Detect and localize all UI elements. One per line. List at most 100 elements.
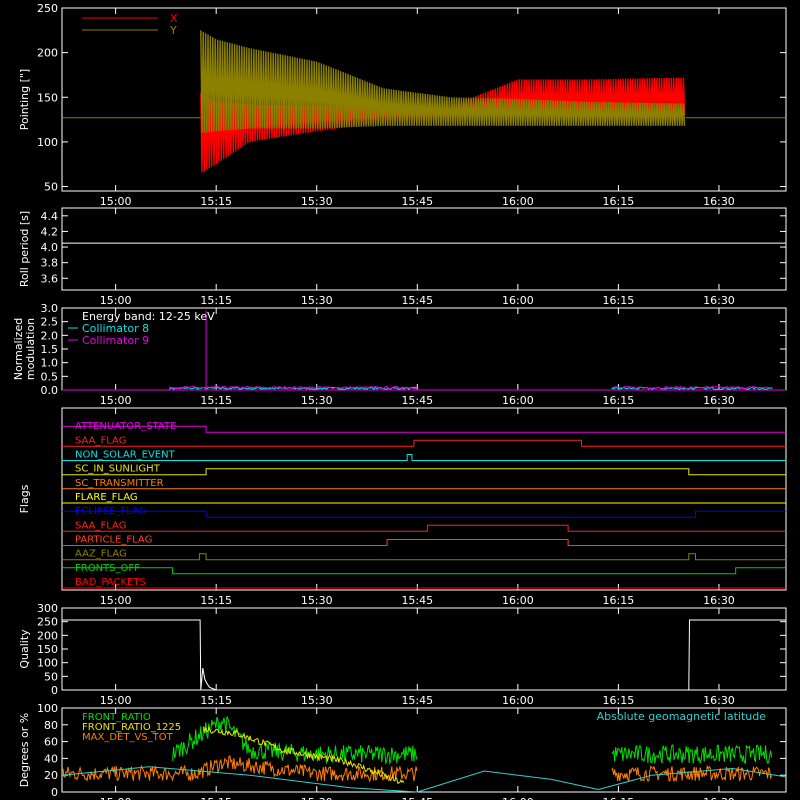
legend-label-front-ratio-1225: FRONT_RATIO_1225 bbox=[82, 722, 181, 733]
legend-label-x: X bbox=[170, 12, 178, 25]
x-tick-label-5-1: 15:15 bbox=[200, 796, 232, 800]
y-tick-label-1-4: 4.4 bbox=[41, 210, 59, 223]
x-tick-label-5-4: 16:00 bbox=[502, 796, 534, 800]
x-tick-label-4-3: 15:45 bbox=[401, 694, 433, 707]
panel-frame-1 bbox=[61, 207, 787, 291]
panel-frame-0 bbox=[61, 7, 787, 192]
series-collimator-9-segment-0 bbox=[168, 385, 418, 390]
y-tick-label-0-4: 250 bbox=[37, 2, 58, 15]
legend-label-max-det-vs-tot: MAX_DET_VS_TOT bbox=[82, 732, 174, 743]
x-tick-label-2-0: 15:00 bbox=[100, 394, 132, 407]
y-axis-title-1: Roll period [s] bbox=[18, 211, 31, 287]
legend-label-front-ratio: FRONT_RATIO bbox=[82, 712, 151, 723]
series-y-line bbox=[200, 30, 686, 133]
series-max-det-vs-tot-0 bbox=[61, 754, 418, 783]
y-tick-label-0-1: 100 bbox=[37, 136, 58, 149]
y-tick-label-2-4: 2.0 bbox=[41, 329, 59, 342]
flag-label-eclipse-flag-6: ECLIPSE_FLAG bbox=[75, 506, 146, 517]
y-tick-label-0-3: 200 bbox=[37, 47, 58, 60]
legend-label-collimator-8: Collimator 8 bbox=[82, 322, 149, 335]
y-tick-label-1-0: 3.6 bbox=[41, 272, 59, 285]
x-tick-label-3-2: 15:30 bbox=[301, 594, 333, 607]
modulation-annotation: Energy band: 12-25 keV bbox=[82, 310, 215, 323]
y-tick-label-2-1: 0.5 bbox=[41, 370, 59, 383]
y-axis-title-4: Quality bbox=[18, 629, 31, 669]
flag-line-eclipse-flag-6 bbox=[62, 510, 786, 518]
x-tick-label-2-5: 16:15 bbox=[603, 394, 635, 407]
x-tick-label-4-4: 16:00 bbox=[502, 694, 534, 707]
y-tick-label-2-2: 1.0 bbox=[41, 357, 59, 370]
x-tick-label-3-1: 15:15 bbox=[200, 594, 232, 607]
series-max-det-vs-tot-1 bbox=[611, 764, 773, 783]
y-tick-label-4-2: 100 bbox=[37, 657, 58, 670]
x-tick-label-0-6: 16:30 bbox=[703, 195, 735, 208]
x-tick-label-3-3: 15:45 bbox=[401, 594, 433, 607]
x-tick-label-1-5: 16:15 bbox=[603, 294, 635, 307]
quality-line bbox=[62, 619, 786, 691]
flag-label-non-solar-event-2: NON_SOLAR_EVENT bbox=[75, 450, 176, 461]
series-geomagnetic-latitude bbox=[61, 766, 787, 793]
x-tick-label-5-3: 15:45 bbox=[401, 796, 433, 800]
x-tick-label-1-2: 15:30 bbox=[301, 294, 333, 307]
y-axis-title-3: Flags bbox=[18, 484, 31, 513]
series-front-ratio-0 bbox=[172, 716, 418, 766]
y-tick-label-4-5: 250 bbox=[37, 616, 58, 629]
x-tick-label-2-2: 15:30 bbox=[301, 394, 333, 407]
x-tick-label-2-6: 16:30 bbox=[703, 394, 735, 407]
flag-label-flare-flag-5: FLARE_FLAG bbox=[75, 492, 138, 503]
x-tick-label-4-5: 16:15 bbox=[603, 694, 635, 707]
x-tick-label-2-4: 16:00 bbox=[502, 394, 534, 407]
flag-line-attenuator-state-0 bbox=[62, 425, 786, 433]
flag-line-non-solar-event-2 bbox=[62, 454, 786, 461]
x-tick-label-3-5: 16:15 bbox=[603, 594, 635, 607]
legend-label-collimator-9: Collimator 9 bbox=[82, 334, 149, 347]
y-axis-title-0: Pointing ["] bbox=[18, 69, 31, 130]
series-front-ratio-1225-0 bbox=[202, 725, 405, 785]
y-tick-label-5-3: 60 bbox=[44, 736, 58, 749]
y-tick-label-4-0: 0 bbox=[51, 684, 58, 697]
y-axis-title-2-0: Normalized bbox=[12, 318, 25, 380]
x-tick-label-5-6: 16:30 bbox=[703, 796, 735, 800]
panel-frame-3 bbox=[61, 407, 787, 591]
latitude-annotation: Absolute geomagnetic latitude bbox=[597, 710, 767, 723]
x-tick-label-0-4: 16:00 bbox=[502, 195, 534, 208]
y-tick-label-1-3: 4.2 bbox=[41, 225, 59, 238]
y-tick-label-4-4: 200 bbox=[37, 629, 58, 642]
x-tick-label-0-2: 15:30 bbox=[301, 195, 333, 208]
x-tick-label-4-2: 15:30 bbox=[301, 694, 333, 707]
y-tick-label-2-6: 3.0 bbox=[41, 302, 59, 315]
flag-label-particle-flag-8: PARTICLE_FLAG bbox=[75, 535, 152, 546]
x-tick-label-3-0: 15:00 bbox=[100, 594, 132, 607]
series-front-ratio-1 bbox=[611, 744, 773, 765]
y-tick-label-0-2: 150 bbox=[37, 91, 58, 104]
x-tick-label-3-4: 16:00 bbox=[502, 594, 534, 607]
x-tick-label-1-1: 15:15 bbox=[200, 294, 232, 307]
x-tick-label-1-6: 16:30 bbox=[703, 294, 735, 307]
x-tick-label-1-4: 16:00 bbox=[502, 294, 534, 307]
panel-frame-5 bbox=[61, 707, 787, 793]
y-tick-label-1-1: 3.8 bbox=[41, 257, 59, 270]
y-tick-label-5-5: 100 bbox=[37, 702, 58, 715]
flag-label-attenuator-state-0: ATTENUATOR_STATE bbox=[75, 421, 176, 432]
x-tick-label-4-6: 16:30 bbox=[703, 694, 735, 707]
x-tick-label-3-6: 16:30 bbox=[703, 594, 735, 607]
y-tick-label-1-2: 4.0 bbox=[41, 241, 59, 254]
x-tick-label-2-3: 15:45 bbox=[401, 394, 433, 407]
y-tick-label-2-0: 0.0 bbox=[41, 384, 59, 397]
x-tick-label-0-1: 15:15 bbox=[200, 195, 232, 208]
x-tick-label-4-0: 15:00 bbox=[100, 694, 132, 707]
flag-label-saa-flag-1: SAA_FLAG bbox=[75, 435, 126, 446]
x-tick-label-0-5: 16:15 bbox=[603, 195, 635, 208]
y-tick-label-2-3: 1.5 bbox=[41, 343, 59, 356]
y-tick-label-4-3: 150 bbox=[37, 643, 58, 656]
flag-label-saa-flag-7: SAA_FLAG bbox=[75, 520, 126, 531]
flag-label-fronts-off-10: FRONTS_OFF bbox=[75, 563, 140, 574]
x-tick-label-4-1: 15:15 bbox=[200, 694, 232, 707]
x-tick-label-2-1: 15:15 bbox=[200, 394, 232, 407]
flag-line-particle-flag-8 bbox=[62, 539, 786, 546]
flag-line-saa-flag-1 bbox=[62, 439, 786, 447]
series-collimator-9-segment-1 bbox=[611, 385, 773, 390]
flag-label-aaz-flag-9: AAZ_FLAG bbox=[75, 549, 127, 560]
y-tick-label-4-1: 50 bbox=[44, 670, 58, 683]
